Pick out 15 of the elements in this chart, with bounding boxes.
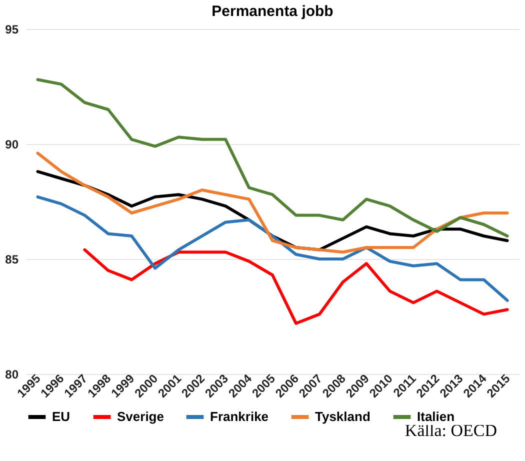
line-series — [36, 195, 509, 302]
legend-label: Tyskland — [315, 409, 370, 424]
y-tick-label: 90 — [5, 138, 19, 152]
chart-title: Permanenta jobb — [212, 3, 334, 20]
line-series — [36, 152, 509, 254]
legend-label: EU — [52, 409, 70, 424]
line-series — [83, 248, 509, 325]
line-series — [36, 78, 509, 238]
legend-label: Frankrike — [210, 409, 269, 424]
legend-label: Sverige — [117, 409, 164, 424]
legend-label: Italien — [417, 409, 455, 424]
y-tick-label: 95 — [5, 22, 19, 36]
y-tick-label: 85 — [5, 252, 19, 266]
y-tick-label: 80 — [5, 368, 19, 382]
text: Källa: OECD — [404, 421, 497, 440]
